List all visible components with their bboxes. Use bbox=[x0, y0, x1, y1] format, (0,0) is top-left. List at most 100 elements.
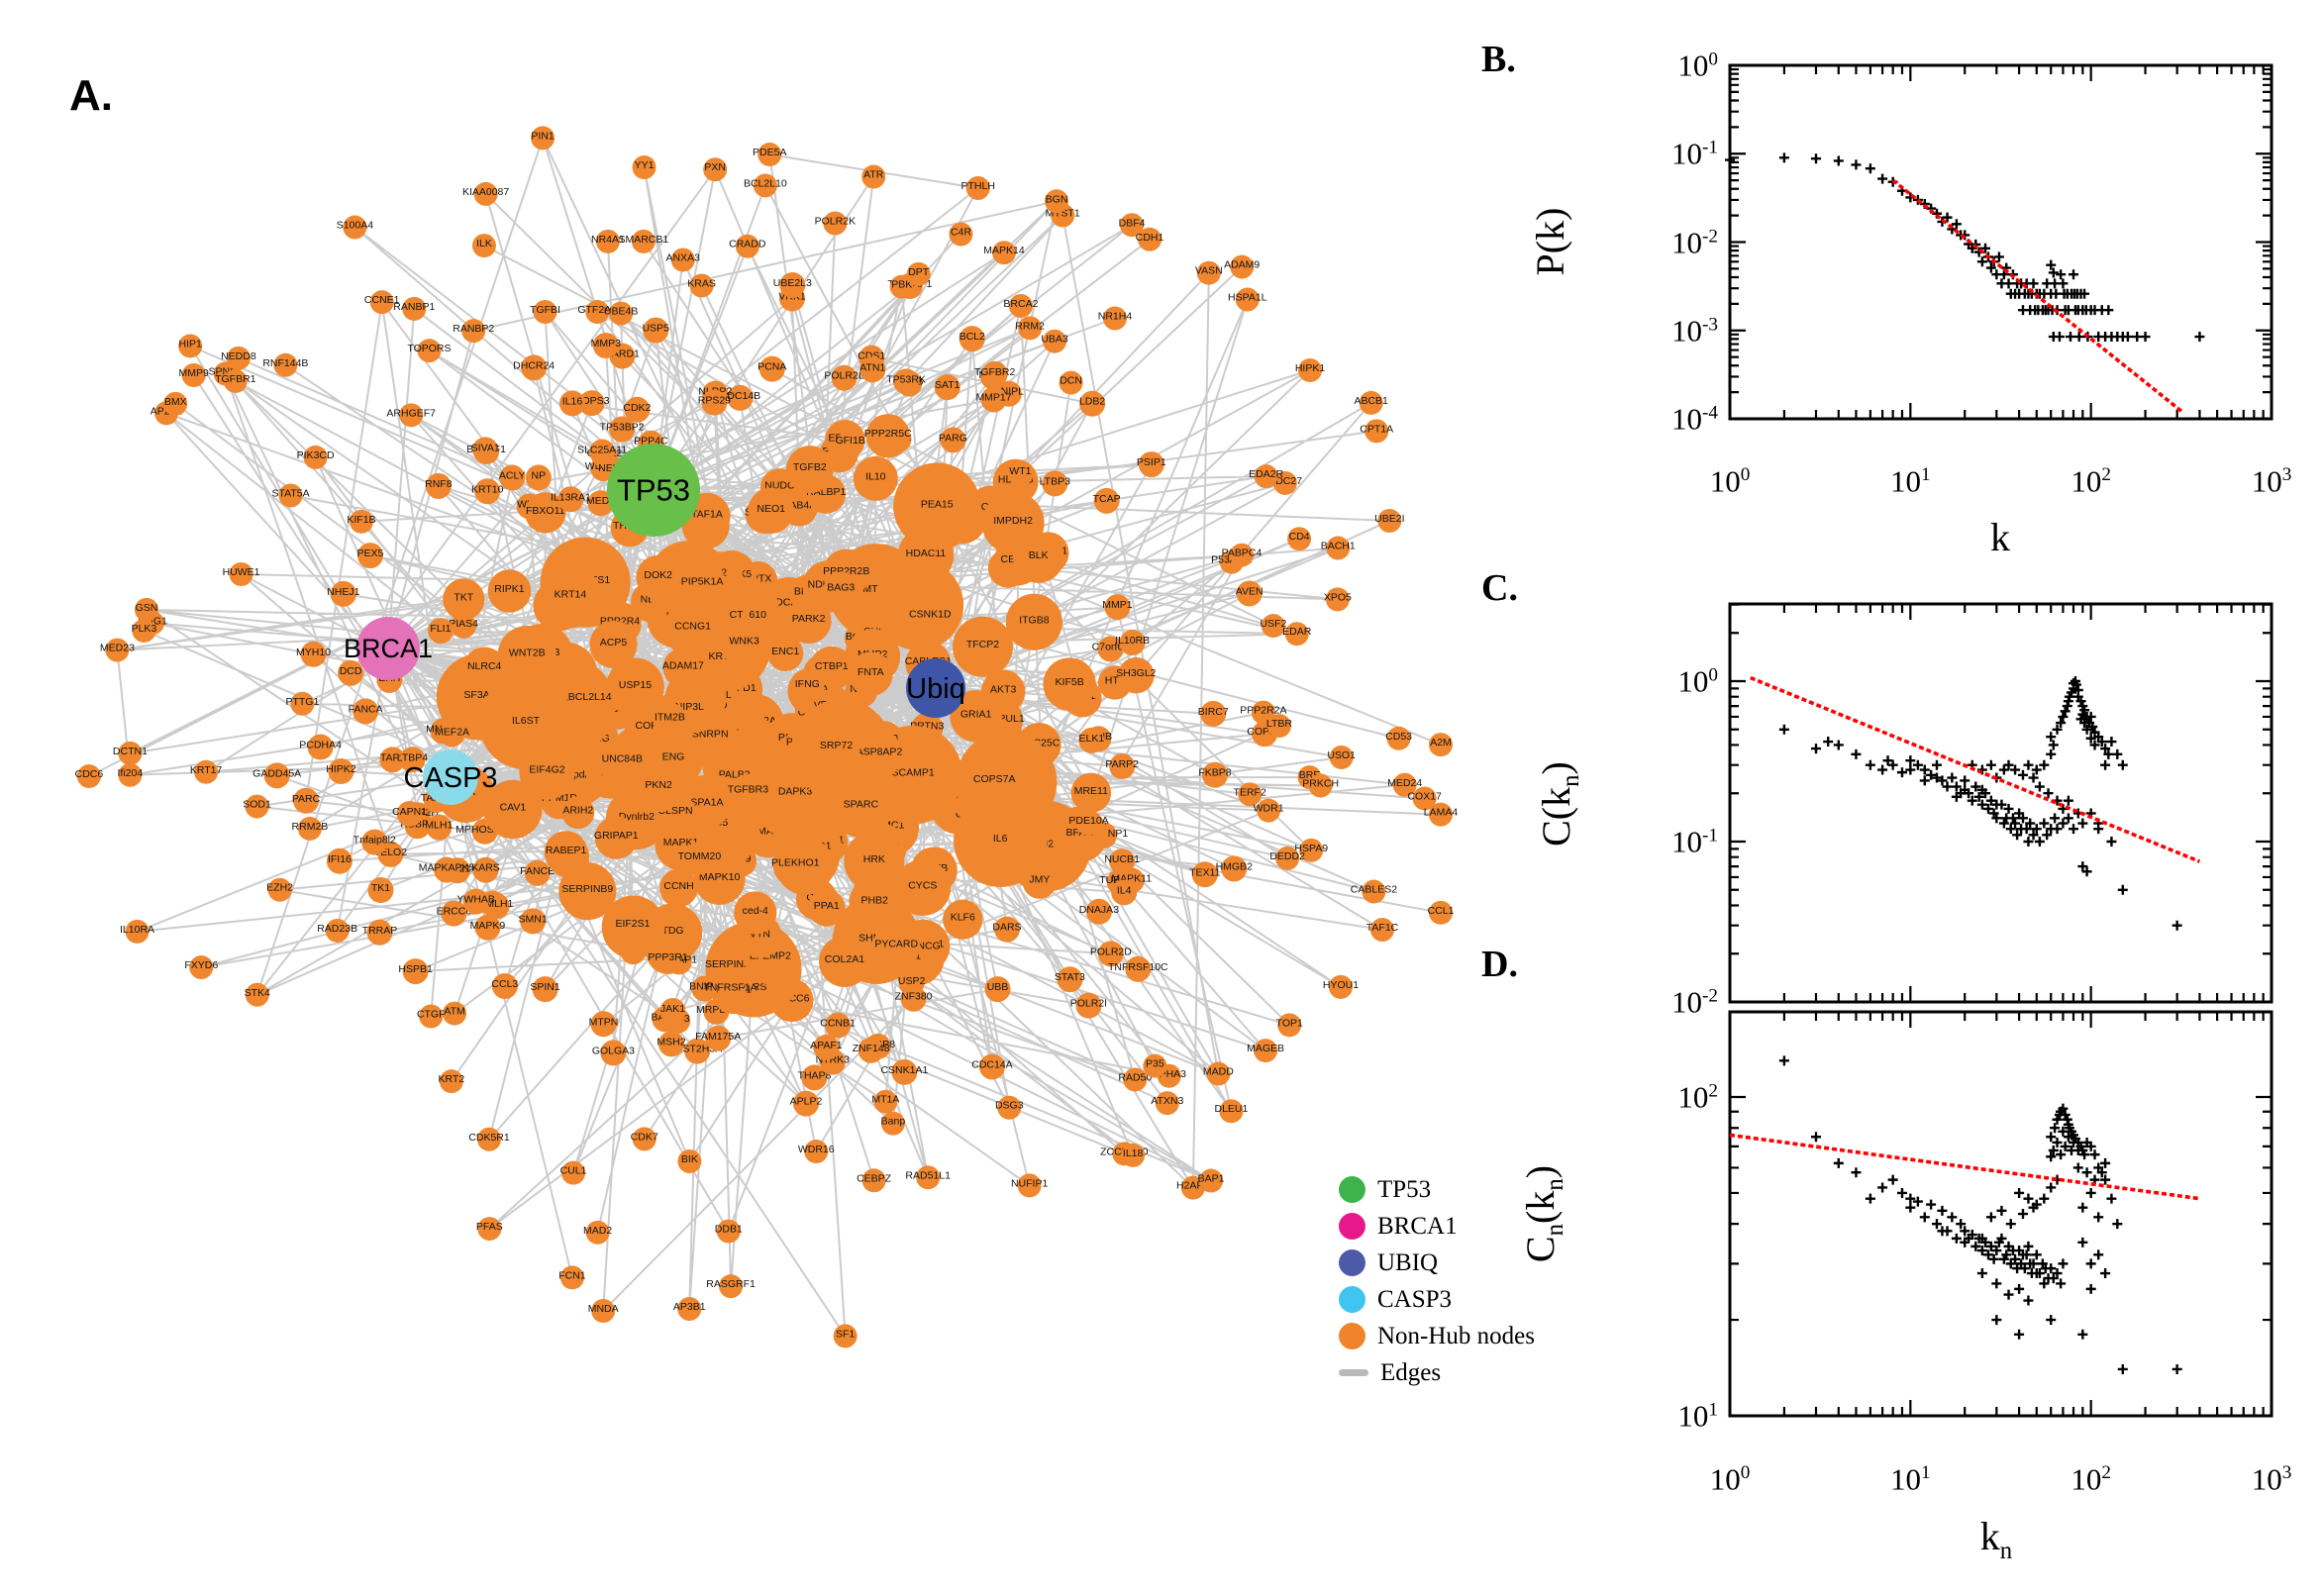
node-label: ZNF148 bbox=[853, 1043, 890, 1054]
node-circle bbox=[844, 831, 905, 892]
network-node: RNF144B bbox=[262, 352, 308, 377]
network-node: DLEU1 bbox=[1215, 1099, 1249, 1124]
node-label: IL10RB bbox=[1115, 635, 1150, 647]
node-label: TK1 bbox=[371, 882, 390, 894]
node-label: CDK2 bbox=[623, 402, 651, 414]
node-label: RANBP2 bbox=[453, 323, 494, 335]
network-node: FKBP8 bbox=[1198, 761, 1232, 788]
x-tick-label: 102 bbox=[2070, 463, 2111, 499]
node-label: SMARCB1 bbox=[618, 234, 668, 246]
node-circle bbox=[402, 296, 427, 321]
node-circle bbox=[1079, 390, 1106, 417]
fit-line bbox=[1891, 178, 2183, 414]
network-node: CDK7 bbox=[631, 1127, 658, 1151]
network-node: RABEP1 bbox=[544, 831, 588, 875]
node-circle bbox=[1008, 294, 1033, 319]
network-node: LDB2 bbox=[1079, 390, 1106, 417]
node-circle bbox=[425, 472, 452, 499]
y-tick-label: 10-4 bbox=[1671, 401, 1718, 437]
network-node: ERCC6 bbox=[437, 900, 471, 927]
node-circle bbox=[952, 616, 1014, 677]
node-circle bbox=[1359, 390, 1383, 415]
node-circle bbox=[705, 1025, 732, 1051]
node-label: HIPK2 bbox=[326, 763, 356, 775]
node-label: CD4 bbox=[1289, 531, 1310, 543]
network-node: COX17 bbox=[1407, 786, 1442, 811]
node-label: TERF2 bbox=[1234, 786, 1266, 798]
node-circle bbox=[525, 492, 566, 534]
network-node: HYOU1 bbox=[1323, 974, 1359, 999]
node-label: MED24 bbox=[1387, 777, 1422, 789]
node-circle bbox=[595, 229, 620, 253]
node-circle bbox=[591, 1298, 616, 1323]
network-node: HMGB2 bbox=[1216, 855, 1253, 882]
node-circle bbox=[229, 561, 253, 586]
network-node: MED23 bbox=[100, 638, 135, 662]
network-node: KIF5B bbox=[1043, 657, 1096, 711]
node-circle bbox=[1118, 656, 1155, 694]
node-label: BCL2L10 bbox=[744, 177, 787, 189]
node-label: MTPN bbox=[589, 1016, 619, 1028]
network-node: KIF1B bbox=[347, 509, 376, 534]
network-node: ATR bbox=[861, 164, 886, 189]
node-circle bbox=[1429, 802, 1453, 827]
node-label: CCL1 bbox=[1428, 905, 1455, 917]
network-node: HIPK2 bbox=[326, 757, 356, 784]
node-label: WT1 bbox=[1009, 465, 1031, 477]
network-node: RAD51L1 bbox=[905, 1165, 951, 1190]
node-circle bbox=[1191, 861, 1218, 888]
node-circle bbox=[297, 816, 322, 841]
network-node: FBXO11 bbox=[525, 492, 566, 534]
network-node: RRM2 bbox=[1015, 316, 1045, 341]
node-label: TOP1 bbox=[1276, 1017, 1303, 1029]
network-node: KIAA0087 bbox=[462, 181, 509, 206]
node-label: CCNE1 bbox=[364, 294, 400, 306]
node-label: UBE2I bbox=[1374, 513, 1404, 525]
legend-edge-swatch bbox=[1339, 1369, 1368, 1376]
node-circle bbox=[1119, 630, 1146, 656]
network-node: DARS bbox=[992, 916, 1022, 943]
network-node: CEBPZ bbox=[857, 1168, 892, 1193]
node-circle bbox=[624, 396, 651, 423]
network-node: UBE2I bbox=[1374, 508, 1405, 533]
network-node: IL10RB bbox=[1115, 630, 1150, 656]
network-node: BAG3 bbox=[823, 571, 859, 608]
network-node: FAM175A bbox=[695, 1025, 741, 1051]
network-node: TAF9 bbox=[379, 747, 406, 773]
panel-d-label: D. bbox=[1481, 944, 1518, 985]
node-label: FANCA bbox=[349, 703, 383, 715]
node-circle bbox=[1364, 419, 1389, 444]
node-label: CEBPZ bbox=[857, 1172, 892, 1184]
node-circle bbox=[105, 638, 130, 662]
network-node: MAD2 bbox=[583, 1220, 612, 1245]
node-label: RAD23B bbox=[317, 923, 357, 935]
node-label: RAD50 bbox=[1118, 1071, 1152, 1083]
node-circle bbox=[367, 877, 394, 904]
network-node: STAT3 bbox=[1055, 966, 1085, 993]
network-node: DBF4 bbox=[1119, 213, 1146, 238]
network-node: CUL1 bbox=[560, 1160, 587, 1185]
network-node: BCL2L10 bbox=[744, 173, 787, 198]
node-circle bbox=[1412, 786, 1437, 811]
network-node: PXN bbox=[703, 157, 728, 182]
node-circle bbox=[267, 877, 292, 902]
node-label: ANXA3 bbox=[666, 252, 701, 264]
network-node: BRCA2 bbox=[1003, 294, 1039, 319]
node-circle bbox=[1043, 657, 1096, 711]
x-axis-title: kn bbox=[1979, 1514, 2013, 1565]
network-node: COPS7A bbox=[964, 751, 1024, 811]
node-label: TAF9 bbox=[380, 751, 405, 763]
node-label: COPS7A bbox=[973, 773, 1016, 785]
node-label: WNT2B bbox=[509, 647, 546, 658]
node-circle bbox=[727, 384, 754, 411]
network-node: CDK2 bbox=[623, 396, 652, 423]
network-node: UBE4B bbox=[604, 301, 638, 326]
node-circle bbox=[1254, 1039, 1278, 1063]
network-node: NUCB1 bbox=[1104, 848, 1140, 875]
node-label: KLF6 bbox=[951, 912, 975, 924]
node-label: TGFBI bbox=[530, 304, 560, 316]
network-node: YY1 bbox=[632, 155, 656, 180]
node-circle bbox=[585, 1220, 610, 1245]
node-label: CABLES2 bbox=[1351, 884, 1397, 896]
